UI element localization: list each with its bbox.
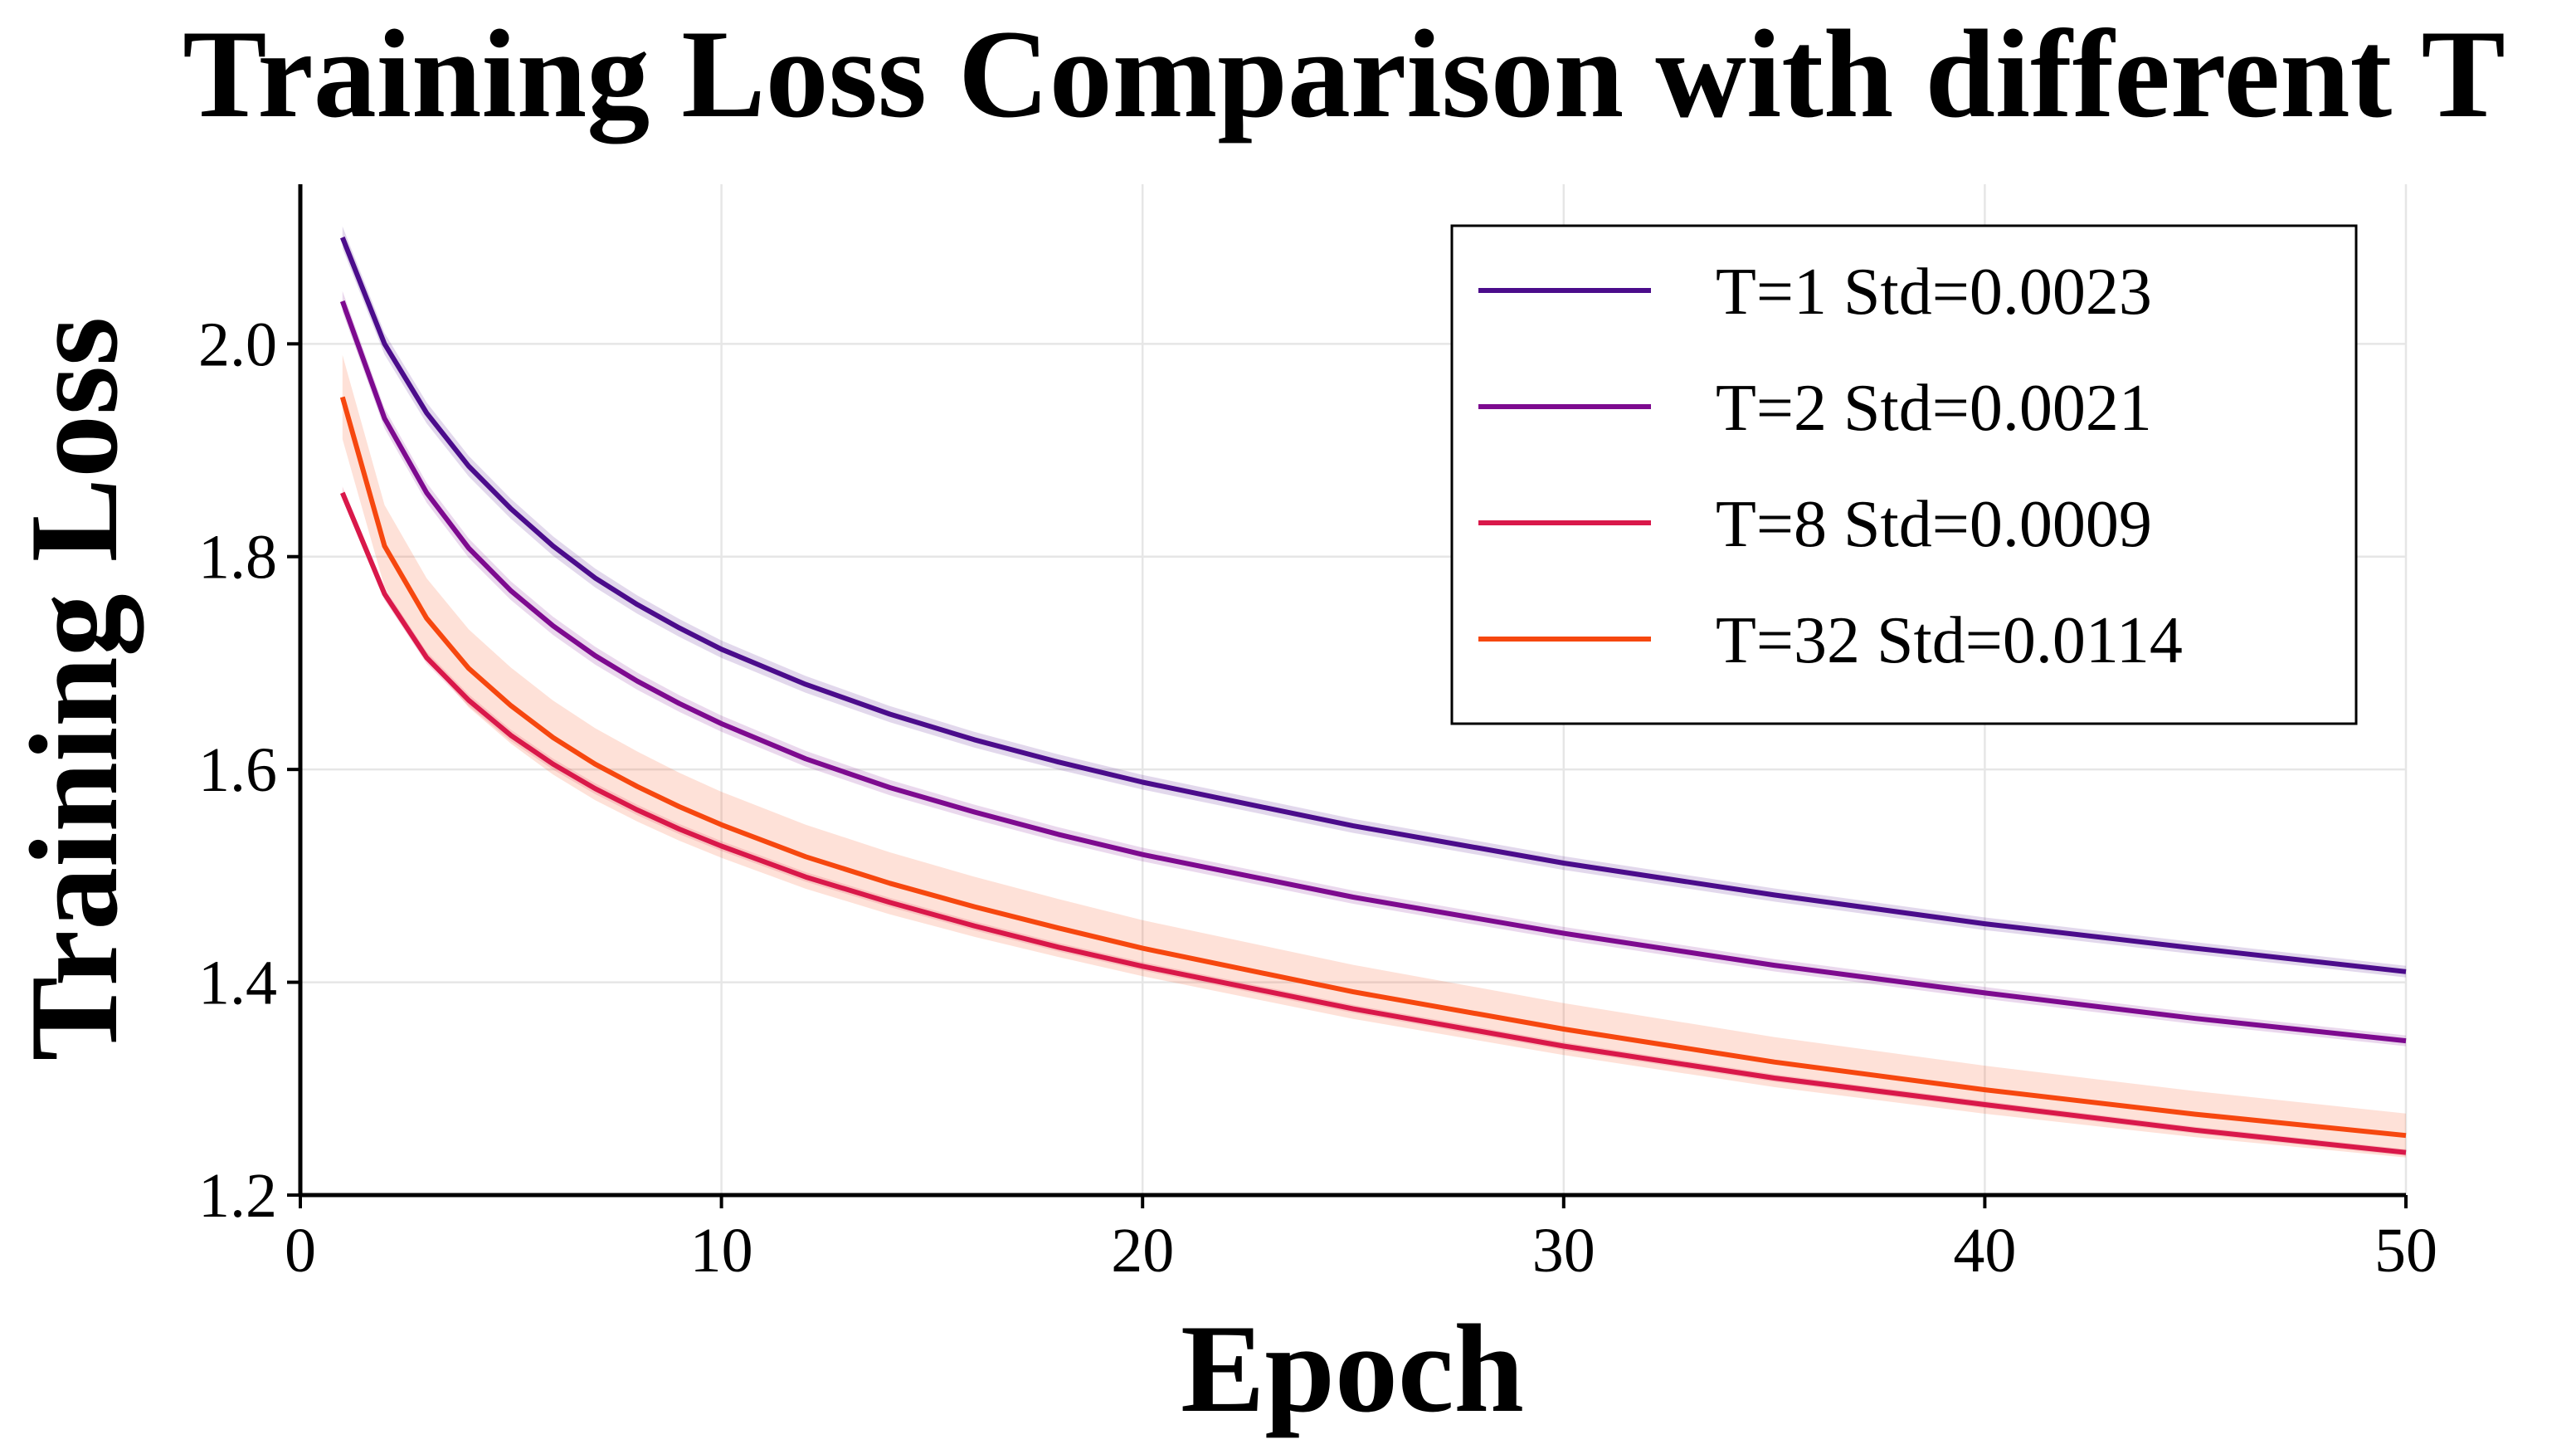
legend-label-2: T=8 Std=0.0009 bbox=[1716, 488, 2152, 561]
legend-label-0: T=1 Std=0.0023 bbox=[1716, 256, 2152, 329]
legend-label-3: T=32 Std=0.0114 bbox=[1716, 604, 2183, 677]
y-tick-label-1: 1.4 bbox=[198, 949, 277, 1018]
y-tick-label-0: 1.2 bbox=[198, 1161, 277, 1231]
y-tick-label-4: 2.0 bbox=[198, 310, 277, 379]
x-tick-label-4: 40 bbox=[1953, 1216, 2016, 1286]
tick-layer: 0 10 20 30 40 50 1.2 1.4 1.6 1.8 2.0 bbox=[198, 310, 2437, 1286]
legend-entries: T=1 Std=0.0023 T=2 Std=0.0021 T=8 Std=0.00… bbox=[1478, 256, 2183, 677]
std-band-1 bbox=[342, 290, 2406, 1047]
series-line-layer bbox=[339, 236, 2407, 1155]
y-tick-label-2: 1.6 bbox=[198, 735, 277, 805]
legend: T=1 Std=0.0023 T=2 Std=0.0021 T=8 Std=0.00… bbox=[1450, 224, 2358, 725]
x-axis-label: Epoch bbox=[1181, 1299, 1524, 1438]
y-tick-label-3: 1.8 bbox=[198, 523, 277, 593]
x-tick-label-1: 10 bbox=[690, 1216, 753, 1286]
legend-label-1: T=2 Std=0.0021 bbox=[1716, 372, 2152, 445]
chart-title: Training Loss Comparison with different … bbox=[183, 4, 2505, 144]
x-tick-label-3: 30 bbox=[1532, 1216, 1595, 1286]
x-tick-label-0: 0 bbox=[285, 1216, 316, 1286]
x-tick-label-5: 50 bbox=[2374, 1216, 2437, 1286]
series-line-0 bbox=[340, 236, 2407, 974]
y-axis-label: Training Loss bbox=[4, 317, 144, 1061]
x-tick-label-2: 20 bbox=[1111, 1216, 1174, 1286]
series-line-3 bbox=[339, 396, 2407, 1139]
series-line-2 bbox=[340, 491, 2407, 1155]
series-line-1 bbox=[339, 300, 2407, 1044]
